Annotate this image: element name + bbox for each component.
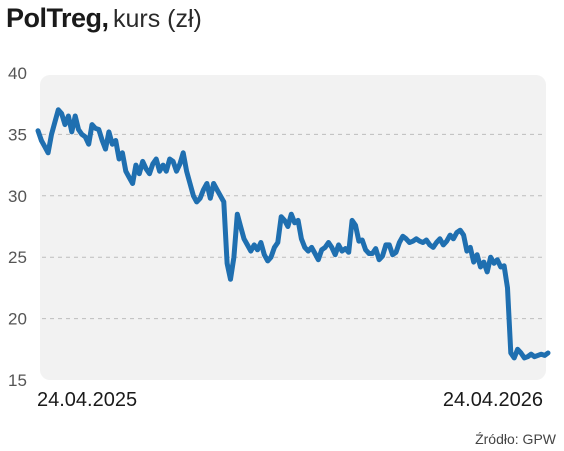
chart-subtitle: kurs (zł) [112, 5, 202, 33]
price-line [35, 107, 551, 361]
y-tick-label-25: 25 [8, 248, 27, 267]
y-tick-label-35: 35 [8, 125, 27, 144]
company-name: PolTreg, [6, 3, 109, 33]
y-tick-label-40: 40 [8, 64, 27, 83]
chart-title: PolTreg, kurs (zł) [6, 3, 202, 34]
y-axis-ticks: 15 20 25 30 35 40 [8, 64, 27, 390]
gridlines [42, 133, 544, 320]
y-tick-label-15: 15 [8, 371, 27, 390]
plot-area-background [40, 75, 546, 380]
y-tick-label-30: 30 [8, 187, 27, 206]
y-tick-label-20: 20 [8, 310, 27, 329]
x-tick-start: 24.04.2025 [37, 389, 137, 411]
x-tick-end: 24.04.2026 [443, 389, 543, 411]
source-note: Źródło: GPW [475, 431, 556, 447]
